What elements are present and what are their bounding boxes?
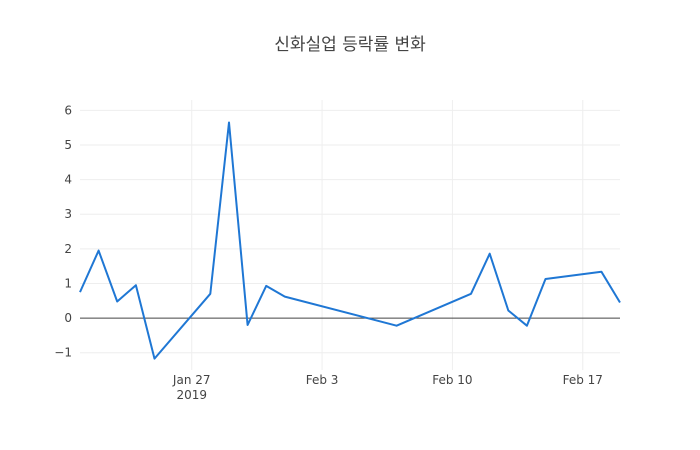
- x-tick-label: Jan 27: [172, 373, 211, 387]
- chart-title: 신화실업 등락률 변화: [274, 35, 426, 55]
- y-tick-label: 4: [64, 173, 72, 187]
- y-tick-label: −1: [54, 346, 72, 360]
- grid-layer: [80, 100, 620, 370]
- x-tick-year-label: 2019: [176, 388, 207, 402]
- y-tick-label: 6: [64, 103, 72, 117]
- series-line: [79, 121, 621, 360]
- y-tick-label: 1: [64, 276, 72, 290]
- series-layer: [79, 121, 621, 360]
- x-tick-label: Feb 17: [563, 373, 603, 387]
- x-tick-label: Feb 3: [306, 373, 339, 387]
- y-tick-label: 5: [64, 138, 72, 152]
- y-tick-label: 2: [64, 242, 72, 256]
- x-tick-label: Feb 10: [432, 373, 472, 387]
- y-tick-label: 0: [64, 311, 72, 325]
- y-tick-label: 3: [64, 207, 72, 221]
